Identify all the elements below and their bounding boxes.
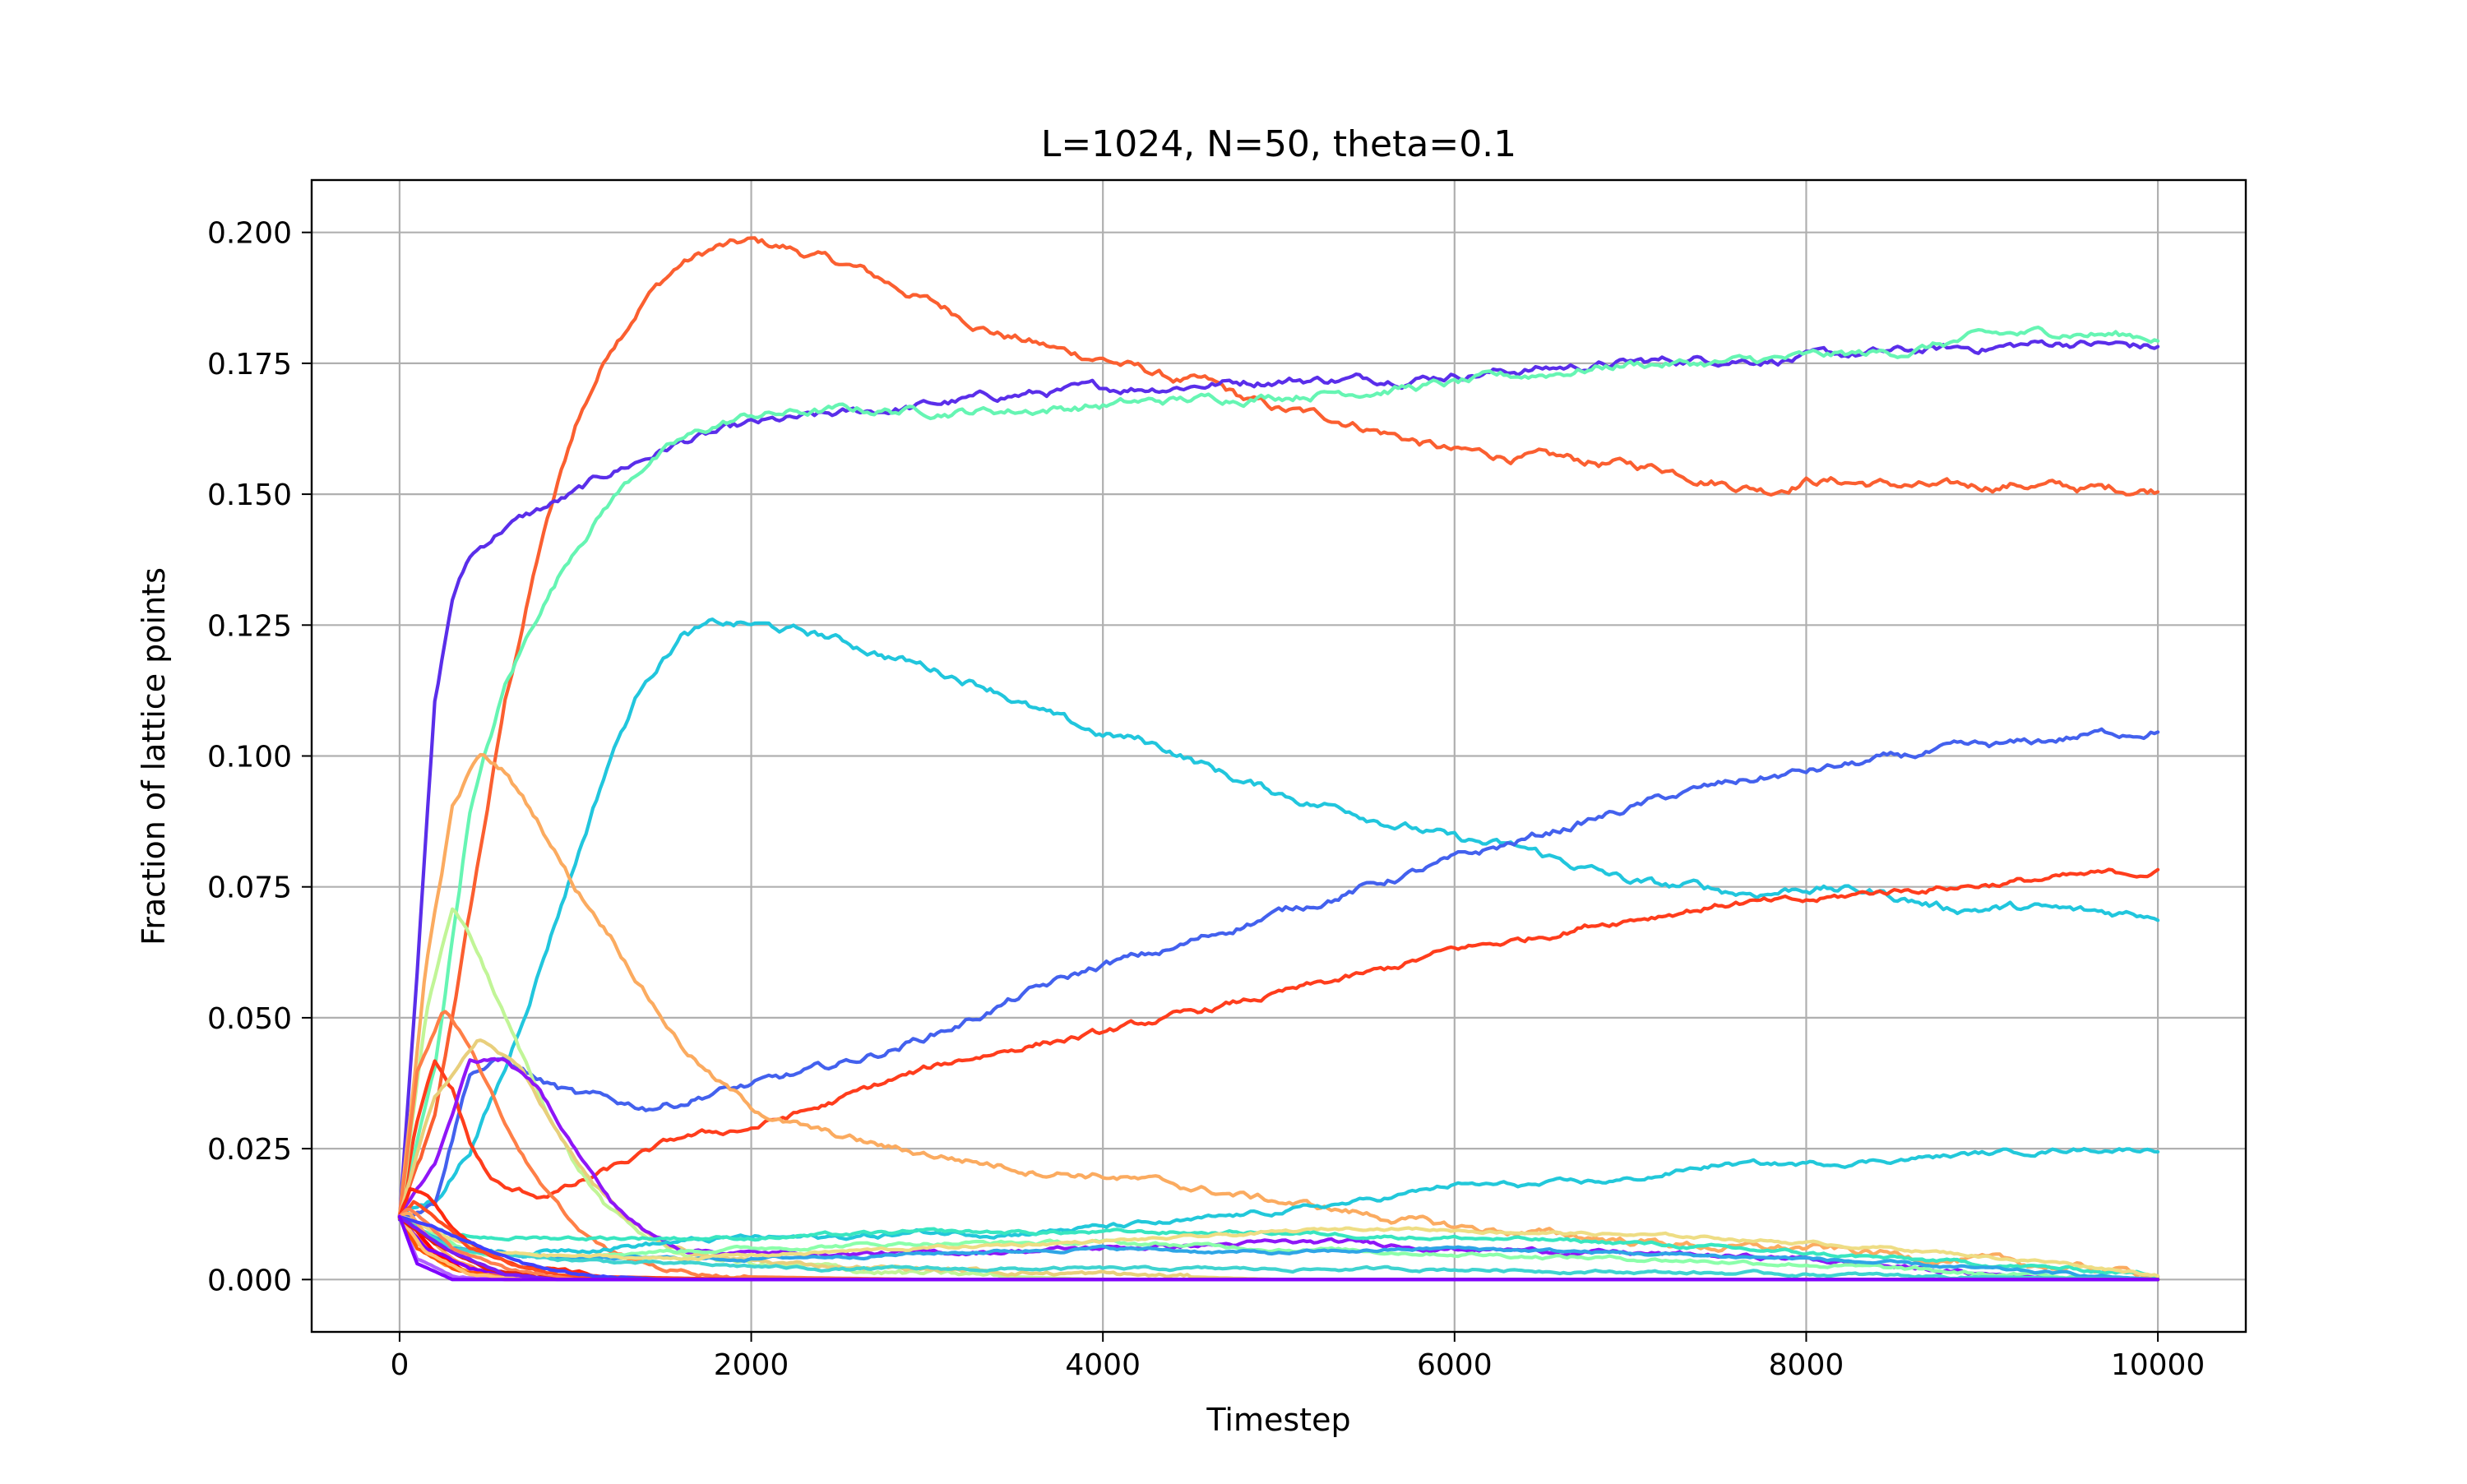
y-axis-ticks: 0.000 0.025 0.050 0.075 0.100 0.125 0.150 0.175…	[207, 217, 312, 1297]
y-tick-label: 0.150	[207, 478, 292, 512]
x-axis-ticks: 0 2000 4000 6000 8000 10000	[390, 1332, 2205, 1382]
series-group	[397, 236, 2160, 1282]
x-axis-label: Timestep	[1206, 1402, 1350, 1438]
y-tick-label: 0.175	[207, 348, 292, 381]
series-line-5	[397, 727, 2160, 1218]
series-line-1	[397, 236, 2160, 1218]
series-line-16	[397, 1214, 2160, 1282]
x-tick-label: 6000	[1417, 1348, 1493, 1382]
x-tick-label: 8000	[1769, 1348, 1844, 1382]
x-tick-label: 0	[390, 1348, 409, 1382]
series-line-17	[397, 1214, 2160, 1278]
chart-title: L=1024, N=50, theta=0.1	[1041, 123, 1516, 165]
y-axis-label: Fraction of lattice points	[136, 567, 172, 945]
x-tick-label: 4000	[1065, 1348, 1141, 1382]
series-line-13	[397, 1216, 2160, 1278]
series-line-14	[397, 1216, 2160, 1282]
series-line-6	[397, 867, 2160, 1221]
y-tick-label: 0.200	[207, 217, 292, 251]
y-tick-label: 0.100	[207, 741, 292, 774]
y-tick-label: 0.000	[207, 1264, 292, 1297]
series-line-32	[397, 1214, 2160, 1282]
y-tick-label: 0.025	[207, 1133, 292, 1167]
y-tick-label: 0.050	[207, 1002, 292, 1036]
x-tick-label: 2000	[714, 1348, 789, 1382]
series-line-7	[397, 752, 2160, 1281]
x-tick-label: 10000	[2111, 1348, 2205, 1382]
y-tick-label: 0.075	[207, 871, 292, 905]
series-line-3	[397, 326, 2160, 1218]
y-tick-label: 0.125	[207, 609, 292, 643]
